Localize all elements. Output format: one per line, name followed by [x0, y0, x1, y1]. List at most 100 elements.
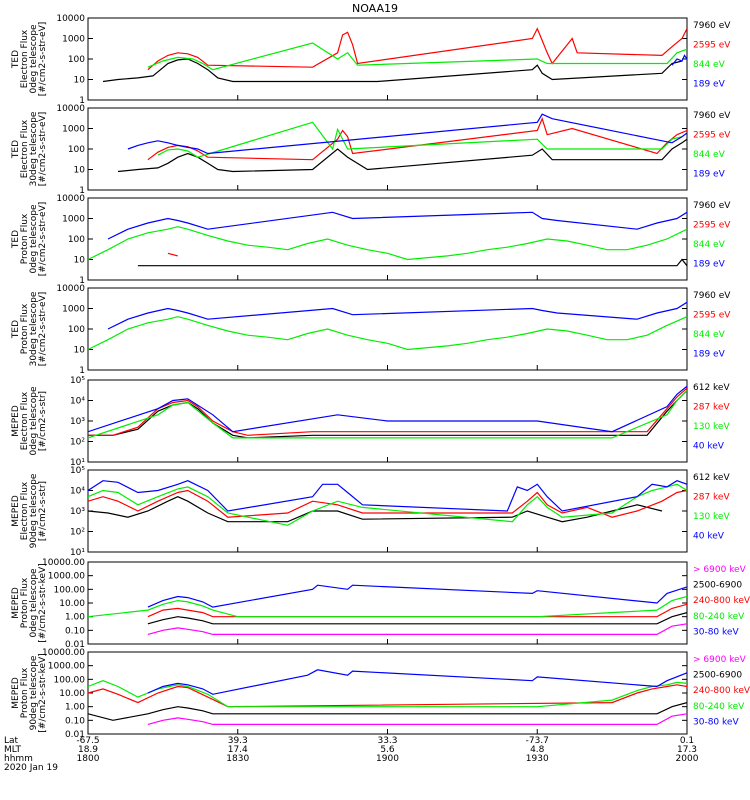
- y-axis-label: Proton Flux: [20, 577, 30, 628]
- y-tick-label: 10000: [56, 194, 85, 204]
- y-tick-label: 10²: [70, 438, 85, 448]
- y-axis-label: Electron Flux: [20, 481, 30, 540]
- legend-entry: > 6900 keV: [693, 565, 747, 575]
- legend-entry: 287 keV: [693, 493, 730, 503]
- y-tick-label: 1000.00: [48, 572, 85, 582]
- series-group: [88, 301, 687, 351]
- x-tick-label-hhmm: 1800: [77, 754, 100, 764]
- y-axis-label: 0deg telescope: [29, 568, 39, 638]
- y-axis-label: [#/cm2-s-str-keV]: [38, 653, 48, 732]
- x-tick-label-hhmm: 1900: [376, 754, 399, 764]
- series-line-7960-ev: [137, 258, 687, 267]
- x-tick-label-mlt: 5.6: [380, 745, 395, 755]
- y-tick-label: 0.01: [65, 730, 85, 740]
- y-axis-label: TED: [11, 140, 21, 159]
- series-line-189-ev: [107, 211, 687, 240]
- y-tick-label: 100: [68, 325, 85, 335]
- panel-2: 1 10 100 1000 10000 TED Electron Flux 30deg tel…: [11, 104, 731, 196]
- y-tick-label: 100: [68, 55, 85, 65]
- panel-frame: [87, 561, 688, 645]
- legend-entry: 287 keV: [693, 403, 730, 413]
- legend-entry: 844 eV: [693, 330, 726, 340]
- y-tick-label: 1000.00: [48, 662, 85, 672]
- y-axis-label: TED: [11, 230, 21, 249]
- y-axis-label: 0deg telescope: [29, 386, 39, 456]
- series-line--6900-kev: [147, 623, 687, 636]
- y-axis-label: 0deg telescope: [29, 204, 39, 274]
- series-line-612-kev: [88, 390, 687, 439]
- y-tick-label: 10.00: [59, 599, 85, 609]
- y-tick-label: 10⁴: [70, 397, 85, 407]
- series-line-189-ev: [107, 301, 687, 330]
- series-line-287-kev: [88, 489, 687, 518]
- y-tick-label: 100: [68, 235, 85, 245]
- y-tick-label: 10¹: [70, 548, 85, 558]
- legend-entry: 40 keV: [693, 442, 725, 452]
- series-line-844-ev: [157, 121, 683, 158]
- x-row-label: MLT: [4, 745, 22, 755]
- series-line-80-240-kev: [88, 595, 687, 618]
- legend-entry: 240-800 keV: [693, 596, 750, 606]
- x-tick-label-lat: -67.5: [76, 736, 99, 746]
- legend-entry: 612 keV: [693, 383, 730, 393]
- x-tick-label-mlt: 4.8: [530, 745, 545, 755]
- y-tick-label: 10000: [56, 284, 85, 294]
- y-axis-label: [#/cm2-s-str-eV]: [38, 292, 48, 367]
- legend-entry: 7960 eV: [693, 201, 731, 211]
- y-tick-label: 0.10: [65, 626, 85, 636]
- legend-entry: 2595 eV: [693, 41, 731, 51]
- series-line-189-ev: [671, 54, 687, 66]
- x-row-label: hhmm: [4, 754, 33, 764]
- series-group: [88, 480, 687, 526]
- legend-entry: 30-80 keV: [693, 627, 739, 637]
- series-group: [88, 584, 687, 636]
- series-group: [102, 27, 687, 83]
- x-row-label: Lat: [4, 736, 19, 746]
- legend-entry: 612 keV: [693, 473, 730, 483]
- y-tick-label: 10¹: [70, 458, 85, 468]
- legend-entry: 189 eV: [693, 80, 726, 90]
- y-axis-label: [#/cm2-s-str-eV]: [38, 112, 48, 187]
- series-line-30-80-kev: [147, 669, 687, 695]
- series-line-612-kev: [88, 496, 663, 523]
- y-axis-label: 90deg telescope: [29, 655, 39, 730]
- y-tick-label: 10: [74, 76, 86, 86]
- legend-entry: 7960 eV: [693, 291, 731, 301]
- panel-8: 0.01 0.10 1.00 10.00 100.00 1000.00 10000.00 ME…: [11, 648, 750, 740]
- y-tick-label: 10³: [70, 417, 85, 427]
- y-axis-label: Electron Flux: [20, 29, 30, 88]
- y-axis-label: 30deg telescope: [29, 111, 39, 186]
- legend-entry: 30-80 keV: [693, 717, 739, 727]
- y-tick-label: 1: [79, 96, 85, 106]
- date-label: 2020 Jan 19: [4, 763, 58, 773]
- y-tick-label: 1000: [62, 125, 85, 135]
- y-tick-label: 1000: [62, 35, 85, 45]
- y-tick-label: 10000.00: [42, 648, 85, 658]
- y-tick-label: 1.00: [65, 703, 85, 713]
- y-tick-label: 1: [79, 186, 85, 196]
- y-axis-label: Electron Flux: [20, 391, 30, 450]
- y-tick-label: 10000: [56, 104, 85, 114]
- x-tick-label-lat: 0.1: [680, 736, 694, 746]
- panel-5: 10¹ 10² 10³ 10⁴ 10⁵ MEPED Electron Flux 0deg te…: [11, 376, 730, 468]
- y-tick-label: 1: [79, 276, 85, 286]
- y-axis-label: Proton Flux: [20, 303, 30, 354]
- panel-7: 0.01 0.10 1.00 10.00 100.00 1000.00 10000.00 ME…: [11, 558, 750, 650]
- legend-entry: 2595 eV: [693, 311, 731, 321]
- series-line-240-800-kev: [88, 684, 687, 708]
- legend-entry: 7960 eV: [693, 111, 731, 121]
- legend-entry: 844 eV: [693, 240, 726, 250]
- series-group: [117, 113, 687, 173]
- series-line-7960-ev: [102, 58, 683, 83]
- series-line--6900-kev: [147, 713, 687, 726]
- y-tick-label: 0.10: [65, 716, 85, 726]
- panel-frame: [87, 651, 688, 735]
- x-tick-label-hhmm: 2000: [676, 754, 699, 764]
- series-line-2500-6900: [147, 612, 687, 625]
- legend-entry: 2500-6900: [693, 671, 742, 681]
- series-line-189-ev: [127, 113, 687, 155]
- y-tick-label: 10: [74, 256, 86, 266]
- y-tick-label: 0.01: [65, 640, 85, 650]
